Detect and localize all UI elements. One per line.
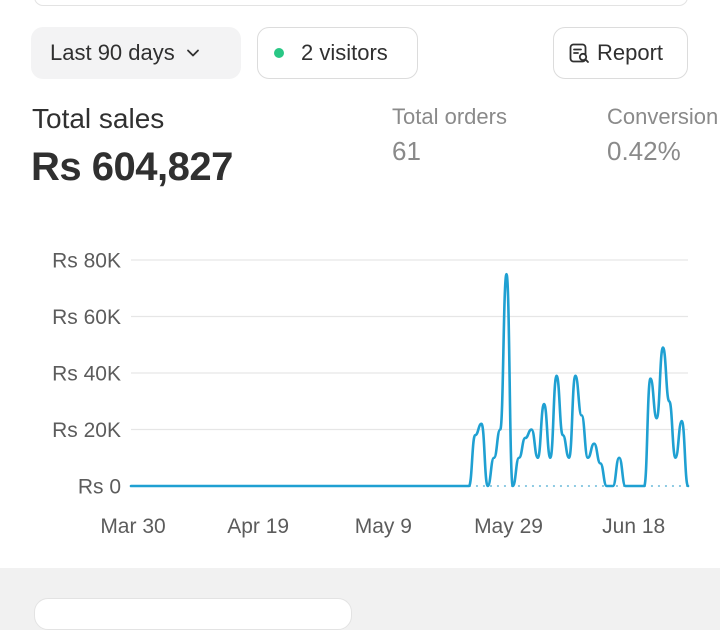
sales-line-chart: Rs 0 Rs 20K Rs 40K Rs 60K Rs 80K Mar 30 Apr 19…	[52, 250, 690, 538]
previous-card-edge	[34, 0, 688, 6]
visitors-label: 2 visitors	[301, 40, 388, 65]
sales-overview-card: Last 90 days 2 visitors Report Total sal…	[0, 0, 720, 568]
total-sales-label: Total sales	[32, 103, 165, 134]
report-label: Report	[597, 40, 664, 65]
x-tick-label: May 29	[474, 515, 543, 538]
date-range-label: Last 90 days	[50, 40, 175, 65]
live-status-dot	[274, 48, 284, 58]
y-tick-label: Rs 20K	[52, 419, 121, 442]
total-sales-value: Rs 604,827	[31, 145, 233, 189]
conversion-label[interactable]: Conversion	[607, 104, 719, 129]
conversion-value: 0.42%	[607, 136, 681, 166]
y-tick-label: Rs 40K	[52, 363, 121, 386]
report-button[interactable]: Report	[553, 27, 688, 79]
next-card-edge	[34, 598, 352, 630]
y-tick-label: Rs 60K	[52, 306, 121, 329]
chevron-down-icon	[185, 45, 201, 61]
x-tick-label: Jun 18	[602, 515, 665, 538]
report-icon	[567, 41, 591, 65]
x-tick-label: Mar 30	[100, 515, 165, 538]
total-orders-label[interactable]: Total orders	[392, 104, 507, 129]
y-tick-label: Rs 0	[78, 476, 121, 499]
y-tick-label: Rs 80K	[52, 250, 121, 273]
sales-series-line	[129, 272, 690, 488]
total-orders-value: 61	[392, 136, 421, 166]
x-tick-label: May 9	[355, 515, 412, 538]
x-tick-label: Apr 19	[227, 515, 289, 538]
live-visitors-button[interactable]: 2 visitors	[257, 27, 418, 79]
date-range-button[interactable]: Last 90 days	[31, 27, 241, 79]
